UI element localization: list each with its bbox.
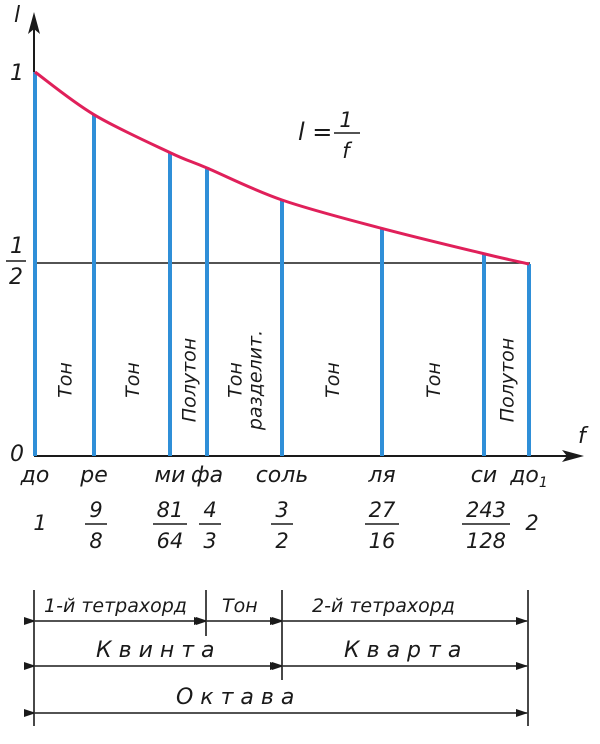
interval-1: Тон: [55, 362, 77, 398]
interval-7-line-1: Полутон: [497, 338, 519, 422]
formula-lhs: l =: [298, 118, 332, 146]
interval-6: Тон: [423, 362, 445, 398]
octave-label: О к т а в а: [176, 685, 294, 710]
quinta-label: К в и н т а: [96, 638, 215, 663]
y-axis-label: l: [14, 3, 20, 28]
note-mi-label: ми: [155, 463, 186, 488]
tetrachord1-label: 1-й тетрахорд: [44, 595, 187, 617]
x-axis-arrow-icon: [562, 450, 584, 462]
interval-7: Полутон: [497, 338, 519, 422]
note-sol-ratio-num: 3: [275, 498, 288, 522]
note-si-ratio-den: 128: [466, 529, 506, 553]
y-tick-half-num: 1: [10, 234, 24, 259]
note-si-label: си: [471, 463, 497, 488]
note-fa-ratio-den: 3: [203, 529, 216, 553]
y-tick-half-den: 2: [9, 265, 23, 290]
interval-2: Тон: [122, 362, 144, 398]
origin-label: 0: [10, 442, 24, 467]
note-si-ratio-num: 243: [466, 498, 506, 522]
note-la-label: ля: [367, 463, 395, 488]
interval-3: Полутон: [179, 338, 201, 422]
tetrachord2-label: 2-й тетрахорд: [312, 595, 455, 617]
note-re-ratio-num: 9: [89, 498, 102, 522]
interval-5: Тон: [322, 362, 344, 398]
y-tick-one: 1: [10, 61, 24, 86]
note-do1-label: до1: [509, 463, 548, 491]
note-do1-label-sub: 1: [539, 475, 548, 491]
quarta-label: К в а р т а: [344, 638, 461, 663]
note-la-ratio-den: 16: [369, 529, 396, 553]
inverse-curve: [34, 70, 530, 266]
note-fa-label: фа: [191, 463, 223, 488]
note-la-ratio-num: 27: [369, 498, 396, 522]
y-axis-arrow-icon: [28, 12, 40, 34]
note-names: до ре ми фа соль ля си до1: [20, 463, 548, 491]
note-mi-ratio-num: 81: [157, 498, 184, 522]
note-re-ratio-den: 8: [89, 529, 102, 553]
interval-4-line-1: Тон: [225, 362, 247, 398]
bracket-section: 1-й тетрахорд Тон 2-й тетрахорд К в и н …: [24, 590, 529, 726]
interval-3-line-1: Полутон: [179, 338, 201, 422]
note-do-ratio: 1: [33, 511, 46, 535]
interval-1-line-1: Тон: [55, 362, 77, 398]
note-mi-ratio-den: 64: [157, 529, 184, 553]
interval-5-line-1: Тон: [322, 362, 344, 398]
note-lines: [33, 72, 531, 456]
formula-denominator: f: [342, 139, 353, 163]
interval-4-line-2: разделит.: [245, 330, 267, 431]
x-axis-label: f: [578, 424, 589, 449]
note-sol-ratio-den: 2: [275, 529, 288, 553]
note-sol-label: соль: [256, 463, 309, 488]
note-re-label: ре: [79, 463, 108, 488]
interval-6-line-1: Тон: [423, 362, 445, 398]
note-fa-ratio-num: 4: [203, 498, 216, 522]
note-do-label: до: [20, 463, 50, 488]
interval-2-line-1: Тон: [122, 362, 144, 398]
note-do1-ratio: 2: [525, 511, 538, 535]
formula-numerator: 1: [339, 108, 352, 132]
tone-label: Тон: [222, 595, 258, 617]
